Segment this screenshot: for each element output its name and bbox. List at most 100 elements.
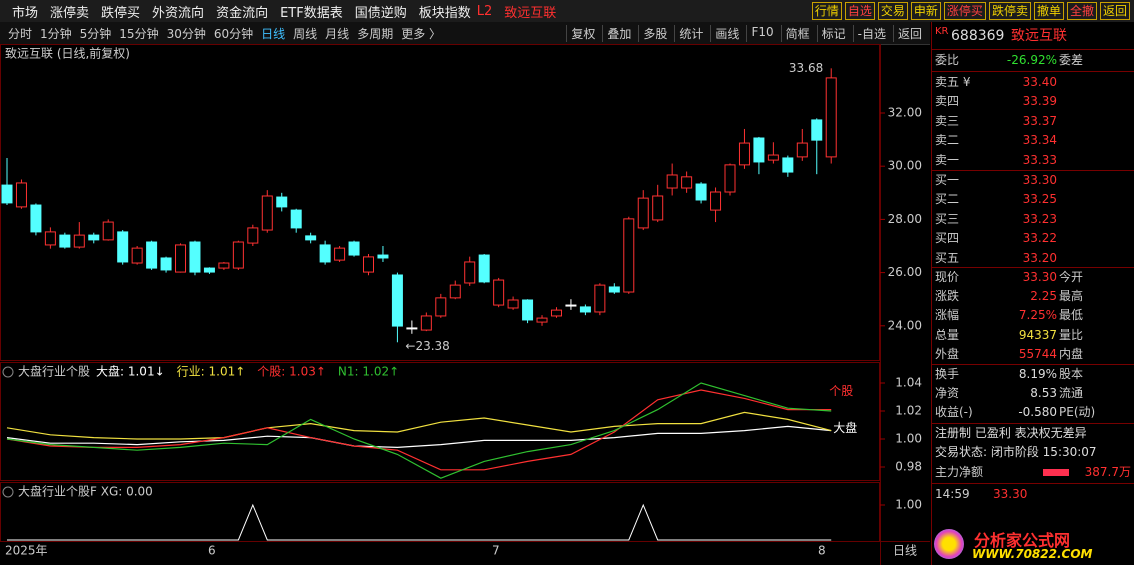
tool-button[interactable]: -自选: [852, 25, 890, 42]
y-tick-label: 32.00: [888, 106, 922, 120]
tool-button[interactable]: 标记: [816, 25, 850, 42]
row-label: 卖三: [935, 113, 960, 128]
panel-frame: [0, 362, 880, 481]
low-label: ←23.38: [405, 339, 449, 353]
row-value: 33.34: [1022, 133, 1057, 148]
menu-item[interactable]: 市场: [12, 5, 39, 21]
candle-body: [88, 234, 100, 241]
tool-button[interactable]: 复权: [566, 25, 599, 42]
row-label: 最高: [1059, 289, 1084, 304]
candle-body: [782, 157, 794, 173]
row-value: 33.39: [1022, 94, 1057, 109]
candle-body: [594, 284, 606, 313]
indicator-line: [6, 382, 832, 479]
candle-body: [464, 261, 476, 284]
candle-body: [290, 209, 302, 229]
button[interactable]: 涨停买: [943, 2, 986, 20]
candle-body: [724, 164, 736, 193]
row-label: 量比: [1059, 327, 1084, 342]
button[interactable]: 行情: [811, 2, 842, 20]
period-tab[interactable]: 1分钟: [40, 26, 72, 41]
period-tab[interactable]: 60分钟: [213, 26, 254, 41]
period-tab[interactable]: 月线: [325, 26, 350, 41]
period-tab[interactable]: 5分钟: [79, 26, 112, 41]
tool-button[interactable]: 返回: [892, 25, 926, 42]
row-value: 33.30: [1022, 173, 1057, 187]
quote-row: 现价 33.30 今开: [935, 268, 1133, 287]
quote-row: 买四 33.22: [935, 229, 1133, 248]
period-label: 日线: [893, 544, 917, 558]
row-label: 股本: [1059, 367, 1084, 381]
period-tab[interactable]: 30分钟: [166, 26, 206, 41]
quote-row: 卖二 33.34: [935, 131, 1133, 150]
indicator-line: [6, 411, 832, 440]
tool-button[interactable]: 叠加: [602, 25, 635, 42]
y-tick-label: 1.02: [895, 404, 922, 418]
button[interactable]: 跌停卖: [988, 2, 1031, 20]
menu-item[interactable]: ETF数据表: [280, 5, 343, 21]
high-label: 33.68: [789, 61, 823, 75]
flow-bar: [1043, 469, 1069, 476]
candle-body: [15, 182, 27, 208]
candle-body: [348, 241, 360, 256]
period-tab[interactable]: 15分钟: [119, 26, 159, 41]
row-label: PE(动): [1059, 405, 1096, 420]
separator: [932, 364, 1134, 365]
period-tab[interactable]: 多周期: [357, 26, 394, 41]
tool-button[interactable]: F10: [746, 25, 777, 42]
quote-row: 总量 94337 量比: [935, 326, 1133, 345]
top-bar: 市场 涨停卖 跌停买 外资流向 资金流向 ETF数据表 国债逆购 板块指数 L2 致远互联 行情 自选…: [0, 0, 1134, 22]
menu-item[interactable]: 涨停卖: [50, 5, 90, 21]
button[interactable]: 返回: [1099, 2, 1130, 20]
row-label: 买二: [935, 192, 960, 207]
row-value: 387.7万: [1084, 465, 1131, 479]
quote-row: 买二 33.25: [935, 190, 1133, 209]
menu-item[interactable]: 资金流向: [216, 5, 269, 21]
button[interactable]: 自选: [844, 2, 875, 20]
period-tab[interactable]: 周线: [293, 26, 318, 41]
candle-body: [44, 231, 56, 246]
period-tab[interactable]: 日线: [261, 26, 286, 41]
button[interactable]: 全撤: [1066, 2, 1097, 20]
candle-body: [160, 257, 172, 271]
y-tick-label: 1.00: [895, 432, 922, 446]
watermark-text: 分析家公式网: [974, 531, 1071, 550]
candle-body: [261, 195, 273, 231]
candle-body: [738, 142, 750, 166]
menu-item[interactable]: 跌停买: [101, 5, 141, 21]
candle-body: [1, 184, 13, 204]
period-tab[interactable]: 更多 〉: [401, 26, 442, 41]
button[interactable]: 申新: [910, 2, 941, 20]
candle-body: [796, 142, 808, 158]
candle-body: [565, 304, 577, 307]
y-tick-label: 30.00: [888, 159, 922, 173]
row-label: 净资: [935, 386, 960, 401]
menu-item[interactable]: 外资流向: [152, 5, 205, 21]
x-axis-label: 6: [208, 544, 216, 558]
panel-frame: [0, 44, 880, 361]
tool-button[interactable]: 简框: [780, 25, 814, 42]
row-label: 买一: [935, 173, 960, 187]
main-flow: 主力净额 387.7万: [935, 463, 1133, 482]
last-trade: 14:59 33.30: [935, 485, 1133, 504]
quote-row: 涨跌 2.25 最高: [935, 287, 1133, 306]
row-label: 买三: [935, 211, 960, 226]
tool-button[interactable]: 统计: [674, 25, 707, 42]
menu-item[interactable]: 板块指数: [418, 5, 471, 21]
tool-button[interactable]: 多股: [638, 25, 671, 42]
row-value: 33.40: [1022, 75, 1057, 89]
button[interactable]: 撤单: [1033, 2, 1064, 20]
menu-item[interactable]: 国债逆购: [354, 5, 407, 21]
l2-badge: L2: [476, 3, 493, 19]
candle-body: [334, 247, 346, 261]
tool-button[interactable]: 画线: [710, 25, 743, 42]
candle-body: [435, 297, 447, 317]
candle-body: [203, 267, 215, 273]
period-tab[interactable]: 分时: [8, 26, 33, 41]
kr-badge: KR: [935, 26, 949, 37]
end-label: 大盘: [833, 420, 857, 435]
row-value: 55744: [1018, 346, 1057, 361]
button[interactable]: 交易: [877, 2, 908, 20]
quote-row: 外盘 55744 内盘: [935, 345, 1133, 364]
stock-code: 688369: [951, 28, 1005, 44]
